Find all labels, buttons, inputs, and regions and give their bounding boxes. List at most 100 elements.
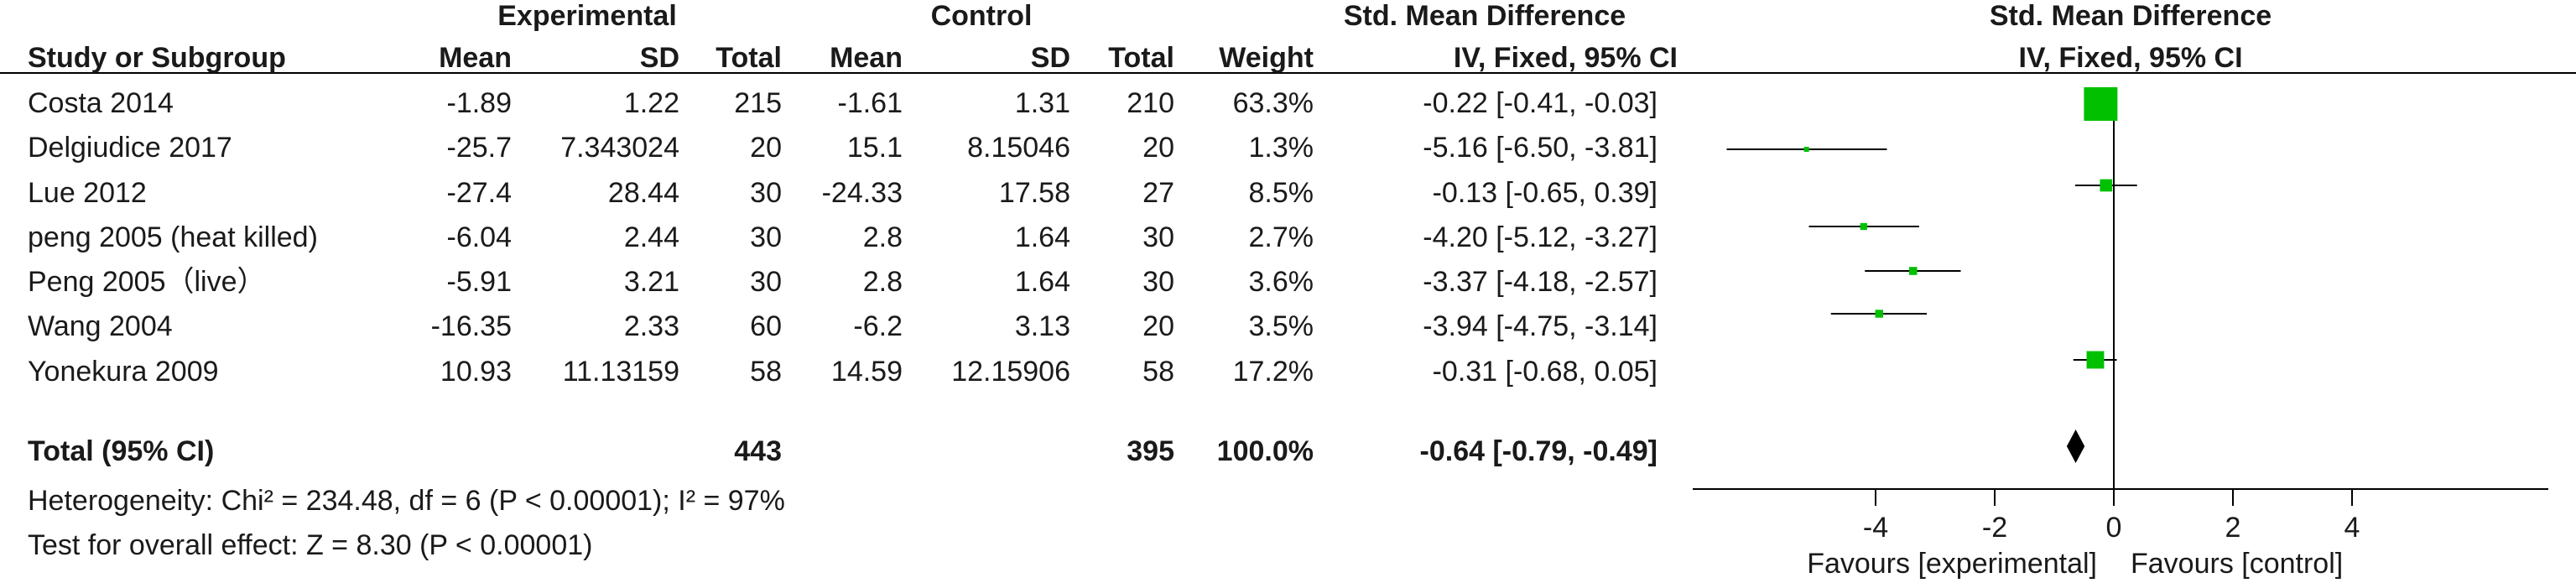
cell-total2: 58 — [1142, 356, 1174, 388]
cell-sd2: 1.64 — [1014, 221, 1070, 253]
cell-sd1: 2.33 — [623, 310, 679, 342]
cell-sd1: 11.13159 — [562, 356, 679, 388]
cell-total1: 58 — [750, 356, 782, 388]
cell-mean2: -24.33 — [821, 177, 903, 209]
cell-sd1: 3.21 — [623, 266, 679, 298]
cell-study: Delgiudice 2017 — [28, 132, 232, 164]
weight-column-header: Weight — [1219, 42, 1314, 74]
smd-group-header: Std. Mean Difference — [1343, 0, 1626, 32]
study-column-header: Study or Subgroup — [28, 42, 286, 74]
cell-weight: 1.3% — [1248, 132, 1314, 164]
cell-sd1: 1.22 — [623, 87, 679, 119]
cell-study: Wang 2004 — [28, 310, 173, 342]
cell-total2: 30 — [1142, 221, 1174, 253]
sd1-column-header: SD — [639, 42, 679, 74]
overall-effect-text: Test for overall effect: Z = 8.30 (P < 0… — [28, 529, 593, 561]
experimental-group-header: Experimental — [497, 0, 677, 32]
cell-mean1: 10.93 — [440, 356, 512, 388]
cell-total2: 30 — [1142, 266, 1174, 298]
cell-ci: -0.22 [-0.41, -0.03] — [1423, 87, 1657, 119]
ci-column-header: IV, Fixed, 95% CI — [1453, 42, 1678, 74]
cell-mean2: 14.59 — [830, 356, 903, 388]
cell-weight: 2.7% — [1248, 221, 1314, 253]
cell-sd1: 2.44 — [623, 221, 679, 253]
favours-control-label: Favours [control] — [2131, 548, 2344, 580]
cell-weight: 3.6% — [1248, 266, 1314, 298]
cell-weight: 3.5% — [1248, 310, 1314, 342]
cell-mean1: -27.4 — [446, 177, 513, 209]
cell-total1: 30 — [750, 177, 782, 209]
cell-ci: -3.94 [-4.75, -3.14] — [1423, 310, 1657, 342]
cell-study: Lue 2012 — [28, 177, 147, 209]
control-group-header: Control — [930, 0, 1033, 32]
cell-mean1: -25.7 — [446, 132, 513, 164]
total-weight: 100.0% — [1216, 435, 1314, 467]
cell-sd2: 1.31 — [1014, 87, 1070, 119]
cell-sd2: 1.64 — [1014, 266, 1070, 298]
cell-ci: -0.31 [-0.68, 0.05] — [1432, 356, 1657, 388]
heterogeneity-text: Heterogeneity: Chi² = 234.48, df = 6 (P … — [28, 485, 785, 517]
pooled-diamond — [2066, 429, 2085, 463]
total-experimental: 443 — [734, 435, 782, 467]
plot-title: Std. Mean Difference — [1989, 0, 2272, 32]
cell-total2: 20 — [1142, 132, 1174, 164]
cell-mean1: -6.04 — [446, 221, 513, 253]
cell-total1: 215 — [734, 87, 782, 119]
cell-study: Yonekura 2009 — [28, 356, 219, 388]
cell-total1: 30 — [750, 266, 782, 298]
x-tick-label: 0 — [2106, 512, 2122, 544]
point-estimate-marker — [1860, 222, 1867, 231]
point-estimate-marker — [2100, 179, 2113, 192]
point-estimate-marker — [1803, 147, 1809, 152]
cell-ci: -0.13 [-0.65, 0.39] — [1432, 177, 1657, 209]
point-estimate-marker — [2084, 87, 2118, 121]
point-estimate-marker — [2086, 351, 2105, 369]
point-estimate-marker — [1908, 267, 1918, 275]
cell-total2: 210 — [1127, 87, 1174, 119]
cell-ci: -4.20 [-5.12, -3.27] — [1423, 221, 1657, 253]
cell-total1: 20 — [750, 132, 782, 164]
sd2-column-header: SD — [1030, 42, 1070, 74]
cell-sd2: 17.58 — [998, 177, 1070, 209]
cell-weight: 8.5% — [1248, 177, 1314, 209]
cell-weight: 17.2% — [1232, 356, 1314, 388]
total-control: 395 — [1127, 435, 1174, 467]
x-tick-label: -2 — [1982, 512, 2007, 544]
total2-column-header: Total — [1108, 42, 1174, 74]
mean1-column-header: Mean — [439, 42, 512, 74]
cell-mean1: -16.35 — [430, 310, 512, 342]
mean2-column-header: Mean — [830, 42, 903, 74]
plot-ci-header: IV, Fixed, 95% CI — [2018, 42, 2243, 74]
cell-total2: 27 — [1142, 177, 1174, 209]
favours-experimental-label: Favours [experimental] — [1807, 548, 2097, 580]
cell-sd1: 7.343024 — [560, 132, 679, 164]
cell-mean2: -6.2 — [853, 310, 903, 342]
cell-ci: -5.16 [-6.50, -3.81] — [1423, 132, 1657, 164]
cell-mean2: 15.1 — [846, 132, 903, 164]
x-tick-label: -4 — [1863, 512, 1888, 544]
cell-mean2: -1.61 — [837, 87, 903, 119]
cell-weight: 63.3% — [1232, 87, 1314, 119]
cell-sd1: 28.44 — [607, 177, 679, 209]
x-tick-label: 2 — [2225, 512, 2241, 544]
cell-sd2: 3.13 — [1014, 310, 1070, 342]
cell-total1: 60 — [750, 310, 782, 342]
point-estimate-marker — [1875, 310, 1883, 318]
cell-total1: 30 — [750, 221, 782, 253]
cell-study: Peng 2005（live） — [28, 266, 266, 298]
cell-total2: 20 — [1142, 310, 1174, 342]
cell-mean1: -1.89 — [446, 87, 513, 119]
cell-sd2: 12.15906 — [951, 356, 1070, 388]
cell-mean2: 2.8 — [862, 266, 903, 298]
cell-ci: -3.37 [-4.18, -2.57] — [1423, 266, 1657, 298]
cell-study: peng 2005 (heat killed) — [28, 221, 318, 253]
total1-column-header: Total — [716, 42, 782, 74]
cell-mean2: 2.8 — [862, 221, 903, 253]
cell-sd2: 8.15046 — [967, 132, 1070, 164]
cell-study: Costa 2014 — [28, 87, 174, 119]
total-ci: -0.64 [-0.79, -0.49] — [1419, 435, 1657, 467]
cell-mean1: -5.91 — [446, 266, 513, 298]
total-label: Total (95% CI) — [28, 435, 215, 467]
x-tick-label: 4 — [2344, 512, 2360, 544]
